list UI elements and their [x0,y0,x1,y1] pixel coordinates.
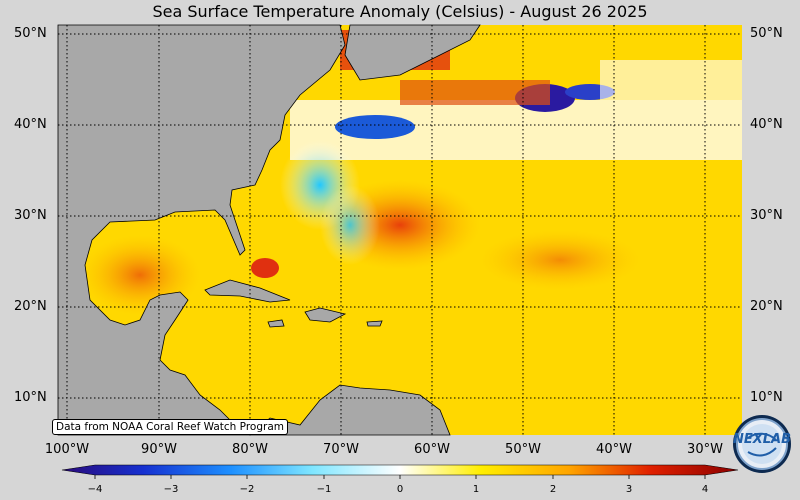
puerto-rico [366,320,383,327]
colorbar-tick-label: 0 [396,484,404,495]
land-masses [57,24,481,436]
hispaniola [304,307,347,323]
data-credit-label: Data from NOAA Coral Reef Watch Program [52,419,288,435]
colorbar-tick-label: −4 [87,484,103,495]
hot-spot-bahamas [251,258,279,278]
lat-label-30n-left: 30°N [14,208,47,223]
north-america [57,24,346,436]
colorbar-tick-label: −2 [239,484,255,495]
map-title: Sea Surface Temperature Anomaly (Celsius… [152,2,648,21]
cold-anomaly-gulf-stream [335,115,415,139]
cuba [204,279,291,303]
cool-anomaly-mid [320,185,380,265]
lat-label-20n-right: 20°N [750,299,783,314]
warm-anomaly-atlantic [480,230,640,290]
colorbar-tick-label: 1 [472,484,480,495]
lon-label-60w: 60°W [414,442,450,457]
lon-label-100w: 100°W [44,442,90,457]
south-america [248,384,451,436]
logo-text: NEXLAB [732,432,792,447]
neutral-north [600,60,742,100]
lon-label-90w: 90°W [141,442,177,457]
lat-label-40n-right: 40°N [750,117,783,132]
lat-label-10n-left: 10°N [14,390,47,405]
colorbar-tick-label: −1 [316,484,332,495]
canada-atlantic [344,24,481,81]
lon-label-70w: 70°W [323,442,359,457]
lat-label-20n-left: 20°N [14,299,47,314]
colorbar-tick-label: 3 [625,484,633,495]
colorbar-tick-label: −3 [163,484,179,495]
lat-label-30n-right: 30°N [750,208,783,223]
colorbar-tick-label: 2 [549,484,557,495]
lon-label-40w: 40°W [596,442,632,457]
lon-label-50w: 50°W [505,442,541,457]
lat-label-40n-left: 40°N [14,117,47,132]
lat-label-50n-right: 50°N [750,26,783,41]
lat-label-10n-right: 10°N [750,390,783,405]
colorbar-ticks [94,475,706,479]
colorbar [61,464,739,476]
lon-label-30w: 30°W [687,442,723,457]
hot-anomaly-northeast [400,80,550,105]
jamaica [267,319,285,328]
lon-label-80w: 80°W [232,442,268,457]
nexlab-logo-icon[interactable]: NEXLAB [732,414,792,474]
lat-label-50n-left: 50°N [14,26,47,41]
graticule [58,25,742,435]
colorbar-tick-label: 4 [701,484,709,495]
